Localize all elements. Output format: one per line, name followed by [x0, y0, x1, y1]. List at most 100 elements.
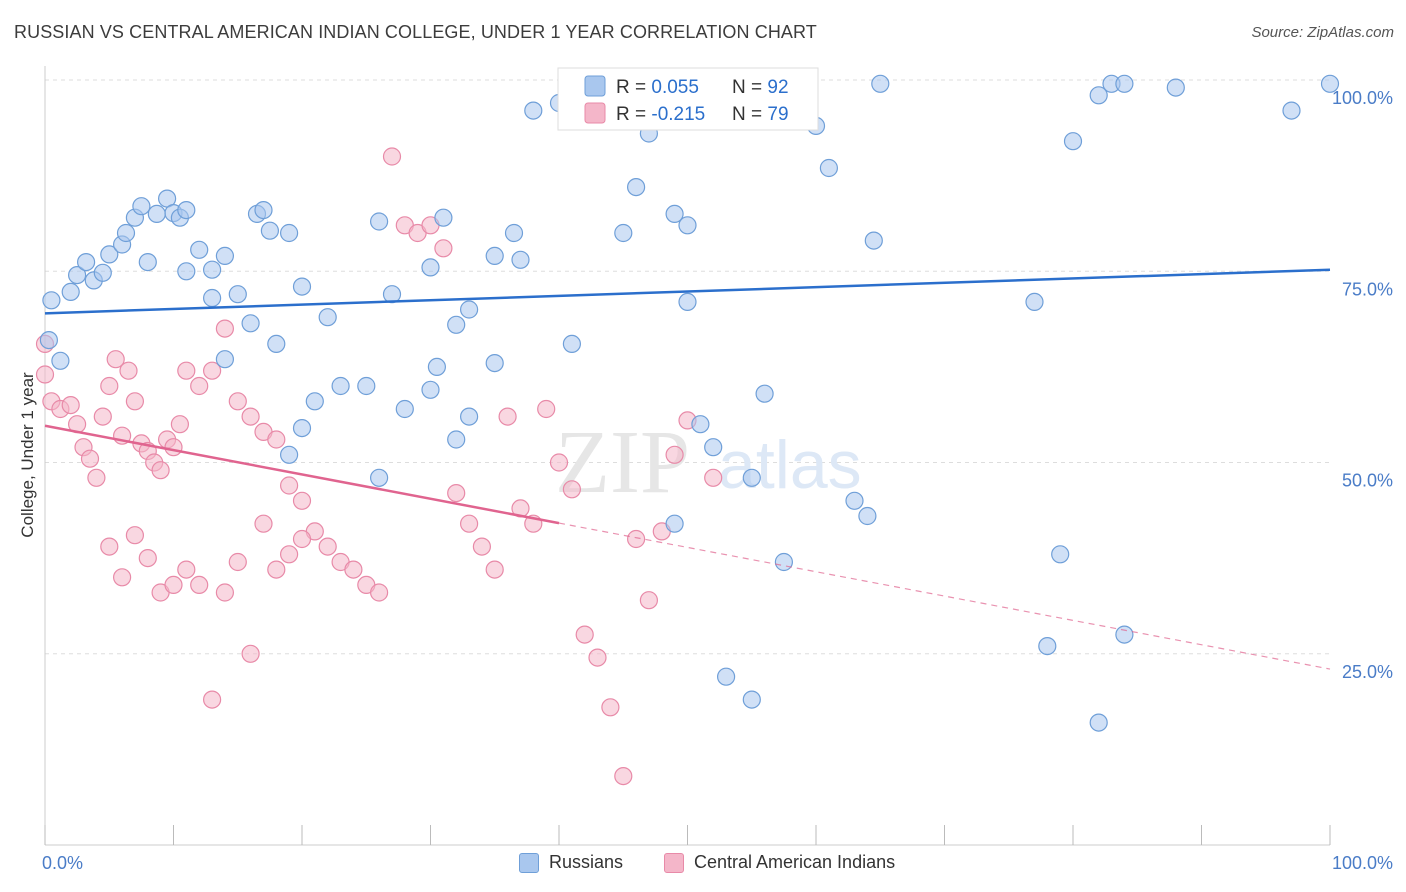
- central-american-indians-point-57: [626, 529, 646, 549]
- russians-point-23: [203, 288, 222, 308]
- russians-point-45: [427, 357, 446, 376]
- stats-row-russians: R = 0.055 N = 92: [616, 77, 789, 98]
- russians-point-68: [665, 514, 684, 533]
- russians-point-85: [1115, 74, 1134, 93]
- y-tick-label-3: 25.0%: [1342, 662, 1393, 682]
- russians-point-72: [845, 491, 864, 510]
- russians-point-35: [267, 334, 286, 353]
- russians-point-25: [241, 314, 260, 333]
- russians-point-1: [42, 291, 61, 310]
- central-american-indians-point-69: [177, 560, 196, 579]
- central-american-indians-point-22: [177, 361, 196, 380]
- central-american-indians-point-38: [382, 147, 402, 166]
- central-american-indians-point-51: [549, 453, 569, 472]
- legend-item-russians[interactable]: Russians: [519, 852, 623, 873]
- russians-point-44: [460, 300, 479, 319]
- central-american-indians-point-45: [472, 537, 491, 556]
- central-american-indians-point-4: [61, 396, 80, 415]
- x-tick-label-1: 100.0%: [1332, 853, 1393, 873]
- central-american-indians-point-23: [190, 376, 209, 396]
- r-value: 0.055: [651, 77, 699, 98]
- y-axis-label: College, Under 1 year: [18, 372, 37, 538]
- russians-point-91: [871, 74, 890, 93]
- russians-point-30: [280, 223, 299, 243]
- russians-point-8: [100, 245, 119, 264]
- russians-point-58: [614, 223, 633, 243]
- russians-point-11: [138, 253, 157, 272]
- russians-point-90: [1063, 132, 1083, 151]
- central-american-indians-point-18: [151, 461, 170, 480]
- russians-point-63: [678, 216, 697, 235]
- russians-point-19: [177, 262, 196, 281]
- russians-point-3: [51, 351, 70, 370]
- central-american-indians-point-26: [228, 392, 247, 411]
- russians-point-75: [1089, 713, 1108, 732]
- r-label: R =: [616, 77, 651, 98]
- russians-point-64: [691, 415, 710, 434]
- russians-point-34: [280, 445, 299, 464]
- central-american-indians-point-25: [215, 319, 234, 338]
- central-american-indians-point-77: [280, 545, 299, 564]
- russians-point-22: [215, 246, 234, 265]
- central-american-indians-point-70: [190, 575, 209, 595]
- russians-point-71: [819, 158, 839, 178]
- central-american-indians-point-43: [447, 484, 466, 503]
- russians-point-78: [1051, 545, 1070, 564]
- central-american-indians-point-64: [112, 568, 132, 587]
- russians-point-61: [665, 204, 684, 223]
- russians-point-81: [1115, 625, 1134, 644]
- legend-label-russians: Russians: [549, 852, 624, 872]
- trend-line-russians: [44, 268, 1331, 315]
- russians-point-51: [511, 250, 530, 269]
- central-american-indians-point-58: [639, 591, 659, 610]
- central-american-indians-point-44: [460, 514, 479, 533]
- trend-line-central-american-indians: [44, 424, 560, 525]
- central-american-indians-point-47: [498, 407, 517, 426]
- axes: [44, 66, 1331, 846]
- russians-point-80: [742, 690, 761, 709]
- x-tick-label-0: 0.0%: [42, 853, 83, 873]
- y-tick-label-1: 75.0%: [1342, 279, 1393, 299]
- central-american-indians-point-46: [485, 560, 504, 579]
- series-central-american-indians: [35, 147, 723, 786]
- stats-legend: R = 0.055 N = 92 R = -0.215 N = 79: [557, 67, 819, 131]
- russians-point-49: [485, 246, 504, 265]
- r-label: R =: [616, 104, 651, 125]
- russians-point-32: [305, 392, 324, 411]
- russians-point-55: [524, 101, 543, 120]
- central-american-indians-point-56: [614, 766, 633, 786]
- russians-point-46: [421, 380, 440, 399]
- russians-point-40: [370, 212, 389, 231]
- n-value: 79: [767, 104, 788, 125]
- central-american-indians-point-24: [203, 361, 222, 380]
- trend-line-central-american-indians-extension: [558, 522, 1331, 670]
- russians-point-67: [704, 438, 723, 457]
- central-american-indians-point-13: [119, 361, 138, 380]
- russians-point-62: [678, 292, 697, 311]
- central-american-indians-point-31: [292, 491, 312, 510]
- russians-point-52: [485, 354, 504, 373]
- central-american-indians-point-29: [267, 430, 286, 449]
- central-american-indians-point-62: [704, 468, 723, 487]
- central-american-indians-point-52: [562, 480, 582, 499]
- central-american-indians-point-75: [254, 514, 273, 533]
- russians-point-76: [1038, 636, 1057, 656]
- central-american-indians-point-60: [665, 445, 684, 464]
- n-label: N =: [732, 104, 767, 125]
- russians-point-74: [864, 231, 883, 250]
- russians-point-77: [1025, 292, 1044, 311]
- russians-point-66: [755, 384, 774, 403]
- russians-point-14: [147, 204, 166, 223]
- central-american-indians-point-68: [164, 575, 183, 595]
- central-american-indians-point-20: [164, 438, 183, 457]
- central-american-indians-point-11: [106, 350, 125, 369]
- series-russians: [39, 74, 1340, 732]
- y-tick-label-2: 50.0%: [1342, 471, 1393, 491]
- russians-point-5: [76, 253, 96, 272]
- central-american-indians-point-78: [292, 529, 312, 549]
- source-note: Source: ZipAtlas.com: [1251, 24, 1394, 41]
- r-value: -0.215: [651, 104, 705, 125]
- central-american-indians-point-53: [575, 625, 594, 644]
- legend-item-central-american-indians[interactable]: Central American Indians: [664, 852, 895, 873]
